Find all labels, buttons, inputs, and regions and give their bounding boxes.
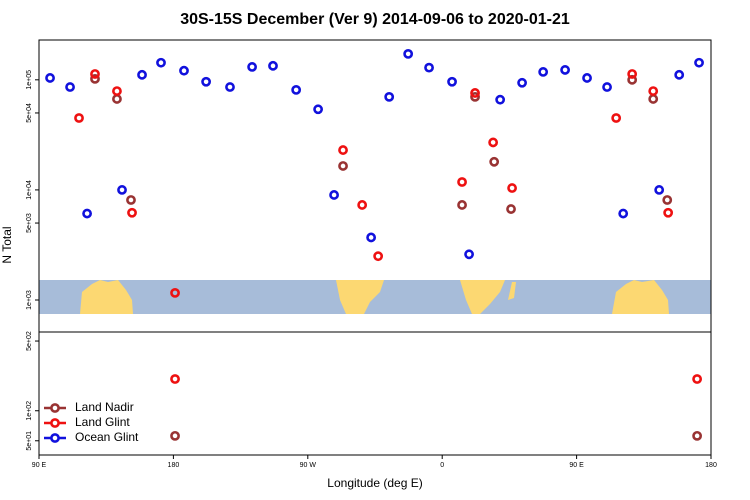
point bbox=[112, 94, 122, 104]
y-tick-label: 5e+03 bbox=[26, 213, 33, 233]
legend-marker bbox=[50, 403, 60, 413]
point bbox=[674, 69, 685, 80]
point bbox=[457, 200, 467, 210]
x-tick-label: 180 bbox=[168, 462, 180, 469]
point bbox=[560, 65, 571, 75]
point bbox=[45, 73, 55, 83]
point bbox=[489, 156, 500, 167]
point bbox=[464, 249, 474, 260]
map-background bbox=[39, 280, 711, 314]
point bbox=[384, 91, 395, 102]
y-tick-label: 1e+03 bbox=[26, 290, 33, 310]
point bbox=[291, 84, 302, 95]
point bbox=[488, 137, 499, 148]
point bbox=[366, 232, 377, 243]
point bbox=[654, 185, 665, 195]
y-tick-label: 1e+05 bbox=[26, 70, 33, 90]
point bbox=[90, 73, 100, 84]
point bbox=[506, 204, 516, 214]
point bbox=[117, 185, 127, 195]
point bbox=[424, 62, 434, 73]
point bbox=[447, 76, 457, 87]
point bbox=[137, 69, 147, 80]
point bbox=[127, 207, 137, 218]
point bbox=[225, 82, 235, 92]
point bbox=[627, 69, 638, 79]
y-tick-label: 1e+02 bbox=[26, 401, 33, 421]
x-tick-label: 90 E bbox=[569, 462, 584, 469]
x-tick-label: 0 bbox=[440, 462, 444, 469]
x-axis-label: Longitude (deg E) bbox=[327, 476, 422, 490]
point bbox=[170, 287, 180, 298]
point bbox=[538, 67, 549, 77]
point bbox=[648, 94, 659, 104]
point bbox=[403, 48, 414, 59]
point bbox=[627, 74, 638, 85]
point bbox=[329, 190, 339, 200]
point bbox=[602, 82, 612, 92]
y-tick-label: 5e+01 bbox=[26, 431, 33, 451]
point bbox=[692, 374, 703, 384]
point bbox=[268, 60, 278, 71]
point bbox=[470, 91, 480, 102]
point bbox=[313, 104, 324, 115]
point bbox=[618, 208, 629, 219]
point bbox=[247, 62, 257, 72]
legend-label: Land Nadir bbox=[75, 400, 134, 414]
y-tick-label: 1e+04 bbox=[26, 180, 33, 200]
chart-title: 30S-15S December (Ver 9) 2014-09-06 to 2… bbox=[180, 11, 570, 28]
point bbox=[170, 374, 180, 384]
legend-label: Ocean Glint bbox=[75, 430, 139, 444]
point bbox=[692, 430, 703, 441]
bottom-frame bbox=[38, 331, 712, 456]
y-tick-label: 5e+02 bbox=[26, 331, 33, 351]
point bbox=[82, 208, 92, 219]
point bbox=[457, 177, 467, 187]
point bbox=[357, 200, 368, 210]
point bbox=[65, 82, 75, 92]
point bbox=[373, 251, 384, 262]
point bbox=[662, 195, 673, 205]
point bbox=[338, 161, 348, 171]
point bbox=[156, 57, 166, 68]
y-tick-label: 5e+04 bbox=[26, 103, 33, 123]
point bbox=[126, 195, 136, 205]
point bbox=[694, 57, 704, 68]
point bbox=[495, 94, 506, 105]
point bbox=[517, 77, 527, 88]
point bbox=[470, 88, 480, 98]
point bbox=[338, 145, 348, 155]
point bbox=[201, 76, 212, 87]
x-tick-label: 90 E bbox=[32, 462, 47, 469]
y-axis-label: N Total bbox=[0, 226, 14, 263]
point bbox=[648, 86, 659, 96]
point bbox=[179, 65, 189, 76]
legend-label: Land Glint bbox=[75, 415, 130, 429]
x-tick-label: 180 bbox=[705, 462, 717, 469]
point bbox=[663, 207, 674, 218]
point bbox=[170, 430, 180, 441]
point bbox=[582, 73, 592, 83]
point bbox=[90, 69, 100, 79]
legend-marker bbox=[50, 433, 60, 443]
point bbox=[507, 183, 517, 193]
point bbox=[112, 86, 122, 96]
point bbox=[611, 113, 622, 123]
x-tick-label: 90 W bbox=[300, 462, 317, 469]
legend-marker bbox=[50, 418, 60, 428]
point bbox=[74, 113, 84, 123]
